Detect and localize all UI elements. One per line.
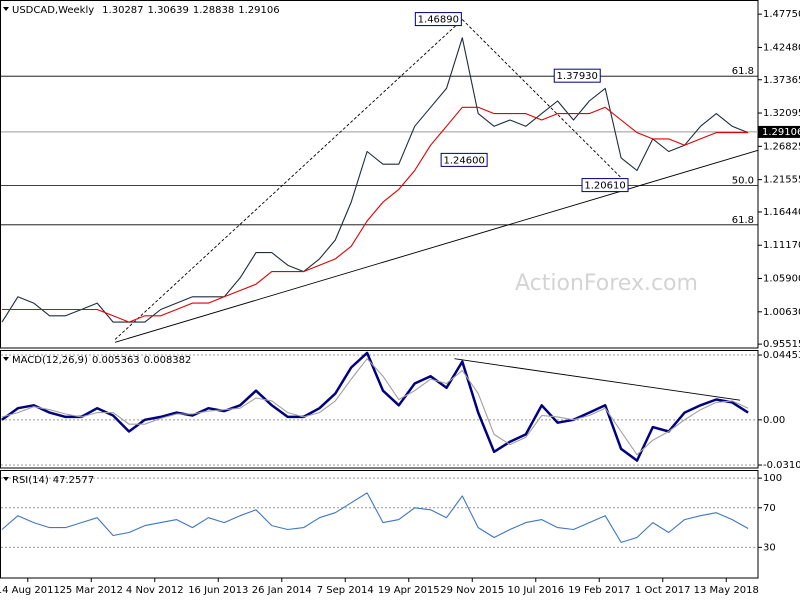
header-value: 47.2577 — [53, 475, 94, 486]
y-tick-label: 1.16440 — [763, 207, 800, 218]
series-line — [1, 351, 749, 462]
y-tick-label: 0.00 — [763, 415, 785, 426]
trend-line — [454, 358, 741, 401]
x-tick-label: 1 Oct 2017 — [635, 585, 690, 596]
y-tick-label: 1.11170 — [763, 240, 800, 251]
x-tick-label: 4 Nov 2012 — [126, 585, 184, 596]
current-price-label: 1.29106 — [762, 127, 800, 138]
y-tick-label: 1.47750 — [763, 9, 800, 20]
annotation-box — [414, 12, 462, 27]
x-tick-label: 19 Apr 2015 — [378, 585, 440, 596]
fib-label: 61.8 — [732, 215, 754, 226]
y-tick-label: 70 — [763, 503, 776, 514]
header-value: 0.008382 — [144, 355, 192, 366]
x-tick-label: 10 Jul 2016 — [507, 585, 564, 596]
y-tick-label: 1.26825 — [763, 141, 800, 152]
annotation-label: 1.46890 — [418, 15, 459, 26]
annotation-label: 1.37930 — [557, 71, 598, 82]
fib-label: 50.0 — [732, 176, 754, 187]
y-tick-label: 1.05900 — [763, 274, 800, 285]
panel-header: USDCAD,Weekly 1.30287 1.30639 1.28838 1.2910… — [12, 5, 280, 16]
x-tick-label: 16 Jun 2013 — [188, 585, 248, 596]
series-line — [2, 106, 749, 323]
y-tick-label: 1.37365 — [763, 75, 800, 86]
header-name: MACD(12,26,9) — [12, 355, 88, 366]
y-tick-label: 1.32095 — [763, 108, 800, 119]
y-tick-label: 1.21555 — [763, 175, 800, 186]
header-value: 1.28838 — [193, 5, 234, 16]
header-value: 1.29106 — [238, 5, 279, 16]
y-tick-label: -0.031072 — [763, 460, 800, 471]
annotation-label: 1.20610 — [584, 181, 625, 192]
annotation-box — [440, 152, 488, 167]
y-tick-label: 1.42480 — [763, 42, 800, 53]
header-arrow — [3, 7, 9, 11]
panel-header: RSI(14) 47.2577 — [12, 475, 94, 486]
trend-line — [114, 149, 759, 343]
panel-header: MACD(12,26,9) 0.005363 0.008382 — [12, 355, 191, 366]
y-tick-label: 0.95515 — [763, 339, 800, 350]
x-tick-label: 19 Feb 2017 — [568, 585, 630, 596]
series-line — [1, 358, 749, 456]
annotation-box — [581, 178, 629, 193]
header-value: 1.30287 — [102, 5, 143, 16]
header-name: USDCAD,Weekly — [12, 5, 94, 16]
series-line — [1, 492, 749, 543]
x-tick-label: 26 Jan 2014 — [252, 585, 312, 596]
rsi-panel — [0, 470, 759, 579]
x-tick-label: 29 Nov 2015 — [440, 585, 504, 596]
fib-label: 61.8 — [732, 66, 754, 77]
header-value: 0.005363 — [92, 355, 140, 366]
y-tick-label: 100 — [763, 473, 782, 484]
trend-line — [462, 19, 630, 186]
current-price-box — [758, 125, 800, 138]
x-tick-label: 13 May 2018 — [694, 585, 759, 596]
header-name: RSI(14) — [12, 475, 49, 486]
macd-panel — [0, 350, 759, 469]
annotation-label: 1.24600 — [443, 155, 484, 166]
series-line — [1, 37, 749, 323]
price-panel — [0, 0, 759, 349]
header-value: 1.30639 — [148, 5, 189, 16]
x-tick-label: 7 Sep 2014 — [317, 585, 374, 596]
y-tick-label: 30 — [763, 542, 776, 553]
x-tick-label: 14 Aug 2011 — [0, 585, 60, 596]
header-arrow — [3, 477, 9, 481]
annotation-box — [553, 68, 601, 83]
y-tick-label: 0.044534 — [763, 350, 800, 361]
watermark: ActionForex.com — [515, 271, 698, 296]
x-tick-label: 25 Mar 2012 — [60, 585, 123, 596]
trend-line — [114, 19, 463, 340]
header-arrow — [3, 357, 9, 361]
